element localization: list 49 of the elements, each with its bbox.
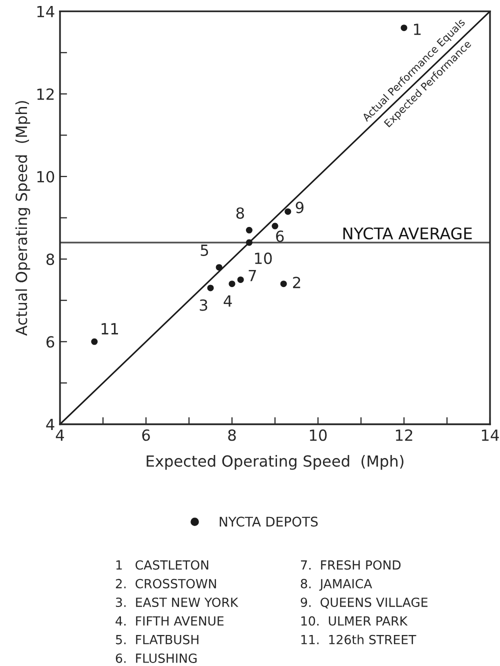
x-tick-label: 6 <box>142 429 150 441</box>
text: 9. QUEENS VILLAGE <box>300 598 428 608</box>
annotation: 7 <box>248 270 256 282</box>
y-tick-label: 14 <box>37 6 54 18</box>
annotation: 11 <box>102 323 118 334</box>
text: 6. FLUSHING <box>116 654 197 663</box>
annotation: 8 <box>236 207 244 219</box>
annotation: 9 <box>296 202 304 214</box>
x-tick-label: 4 <box>56 430 64 441</box>
annotation: 3 <box>200 299 208 311</box>
text: 1 CASTLETON <box>116 560 208 570</box>
text: 10. ULMER PARK <box>301 616 408 626</box>
point <box>228 280 236 288</box>
point <box>207 284 214 292</box>
x-tick-label: 12 <box>396 429 412 441</box>
annotation: 4 <box>224 295 232 307</box>
y-tick-label: 10 <box>37 170 54 183</box>
point <box>246 239 252 246</box>
legend-label: NYCTA DEPOTS <box>220 516 318 527</box>
text: 3. EAST NEW YORK <box>116 598 238 608</box>
point <box>284 208 292 215</box>
annotation: 2 <box>293 276 300 288</box>
x-tick-label: 10 <box>310 429 327 441</box>
text: 2. CROSSTOWN <box>116 578 216 588</box>
text: 7. FRESH POND <box>301 560 401 570</box>
x-tick-label: 14 <box>482 430 499 441</box>
text: 8. JAMAICA <box>300 578 372 591</box>
y-tick-label: 6 <box>46 336 54 348</box>
text: 11. 126th STREET <box>301 634 416 644</box>
annotation: 10 <box>255 252 272 264</box>
annotation: 1 <box>414 24 421 35</box>
point <box>216 264 222 271</box>
y-tick-label: 4 <box>46 418 54 430</box>
text: 5. FLATBUSH <box>116 634 198 644</box>
y-tick-label: 12 <box>37 88 54 100</box>
x-axis-title: Expected Operating Speed (Mph) <box>146 455 404 470</box>
point <box>280 280 287 288</box>
point <box>237 276 244 283</box>
point <box>400 24 408 32</box>
point <box>272 222 278 230</box>
y-axis-title: Actual Operating Speed (Mph) <box>15 101 30 336</box>
annotation: 6 <box>276 230 284 242</box>
x-tick-label: 8 <box>228 429 236 441</box>
point <box>246 226 252 234</box>
text: 4. FIFTH AVENUE <box>116 616 224 626</box>
annotation: 5 <box>200 244 208 256</box>
point <box>91 338 98 345</box>
y-tick-label: 8 <box>46 254 54 266</box>
ref-line-label: NYCTA AVERAGE <box>343 227 472 240</box>
